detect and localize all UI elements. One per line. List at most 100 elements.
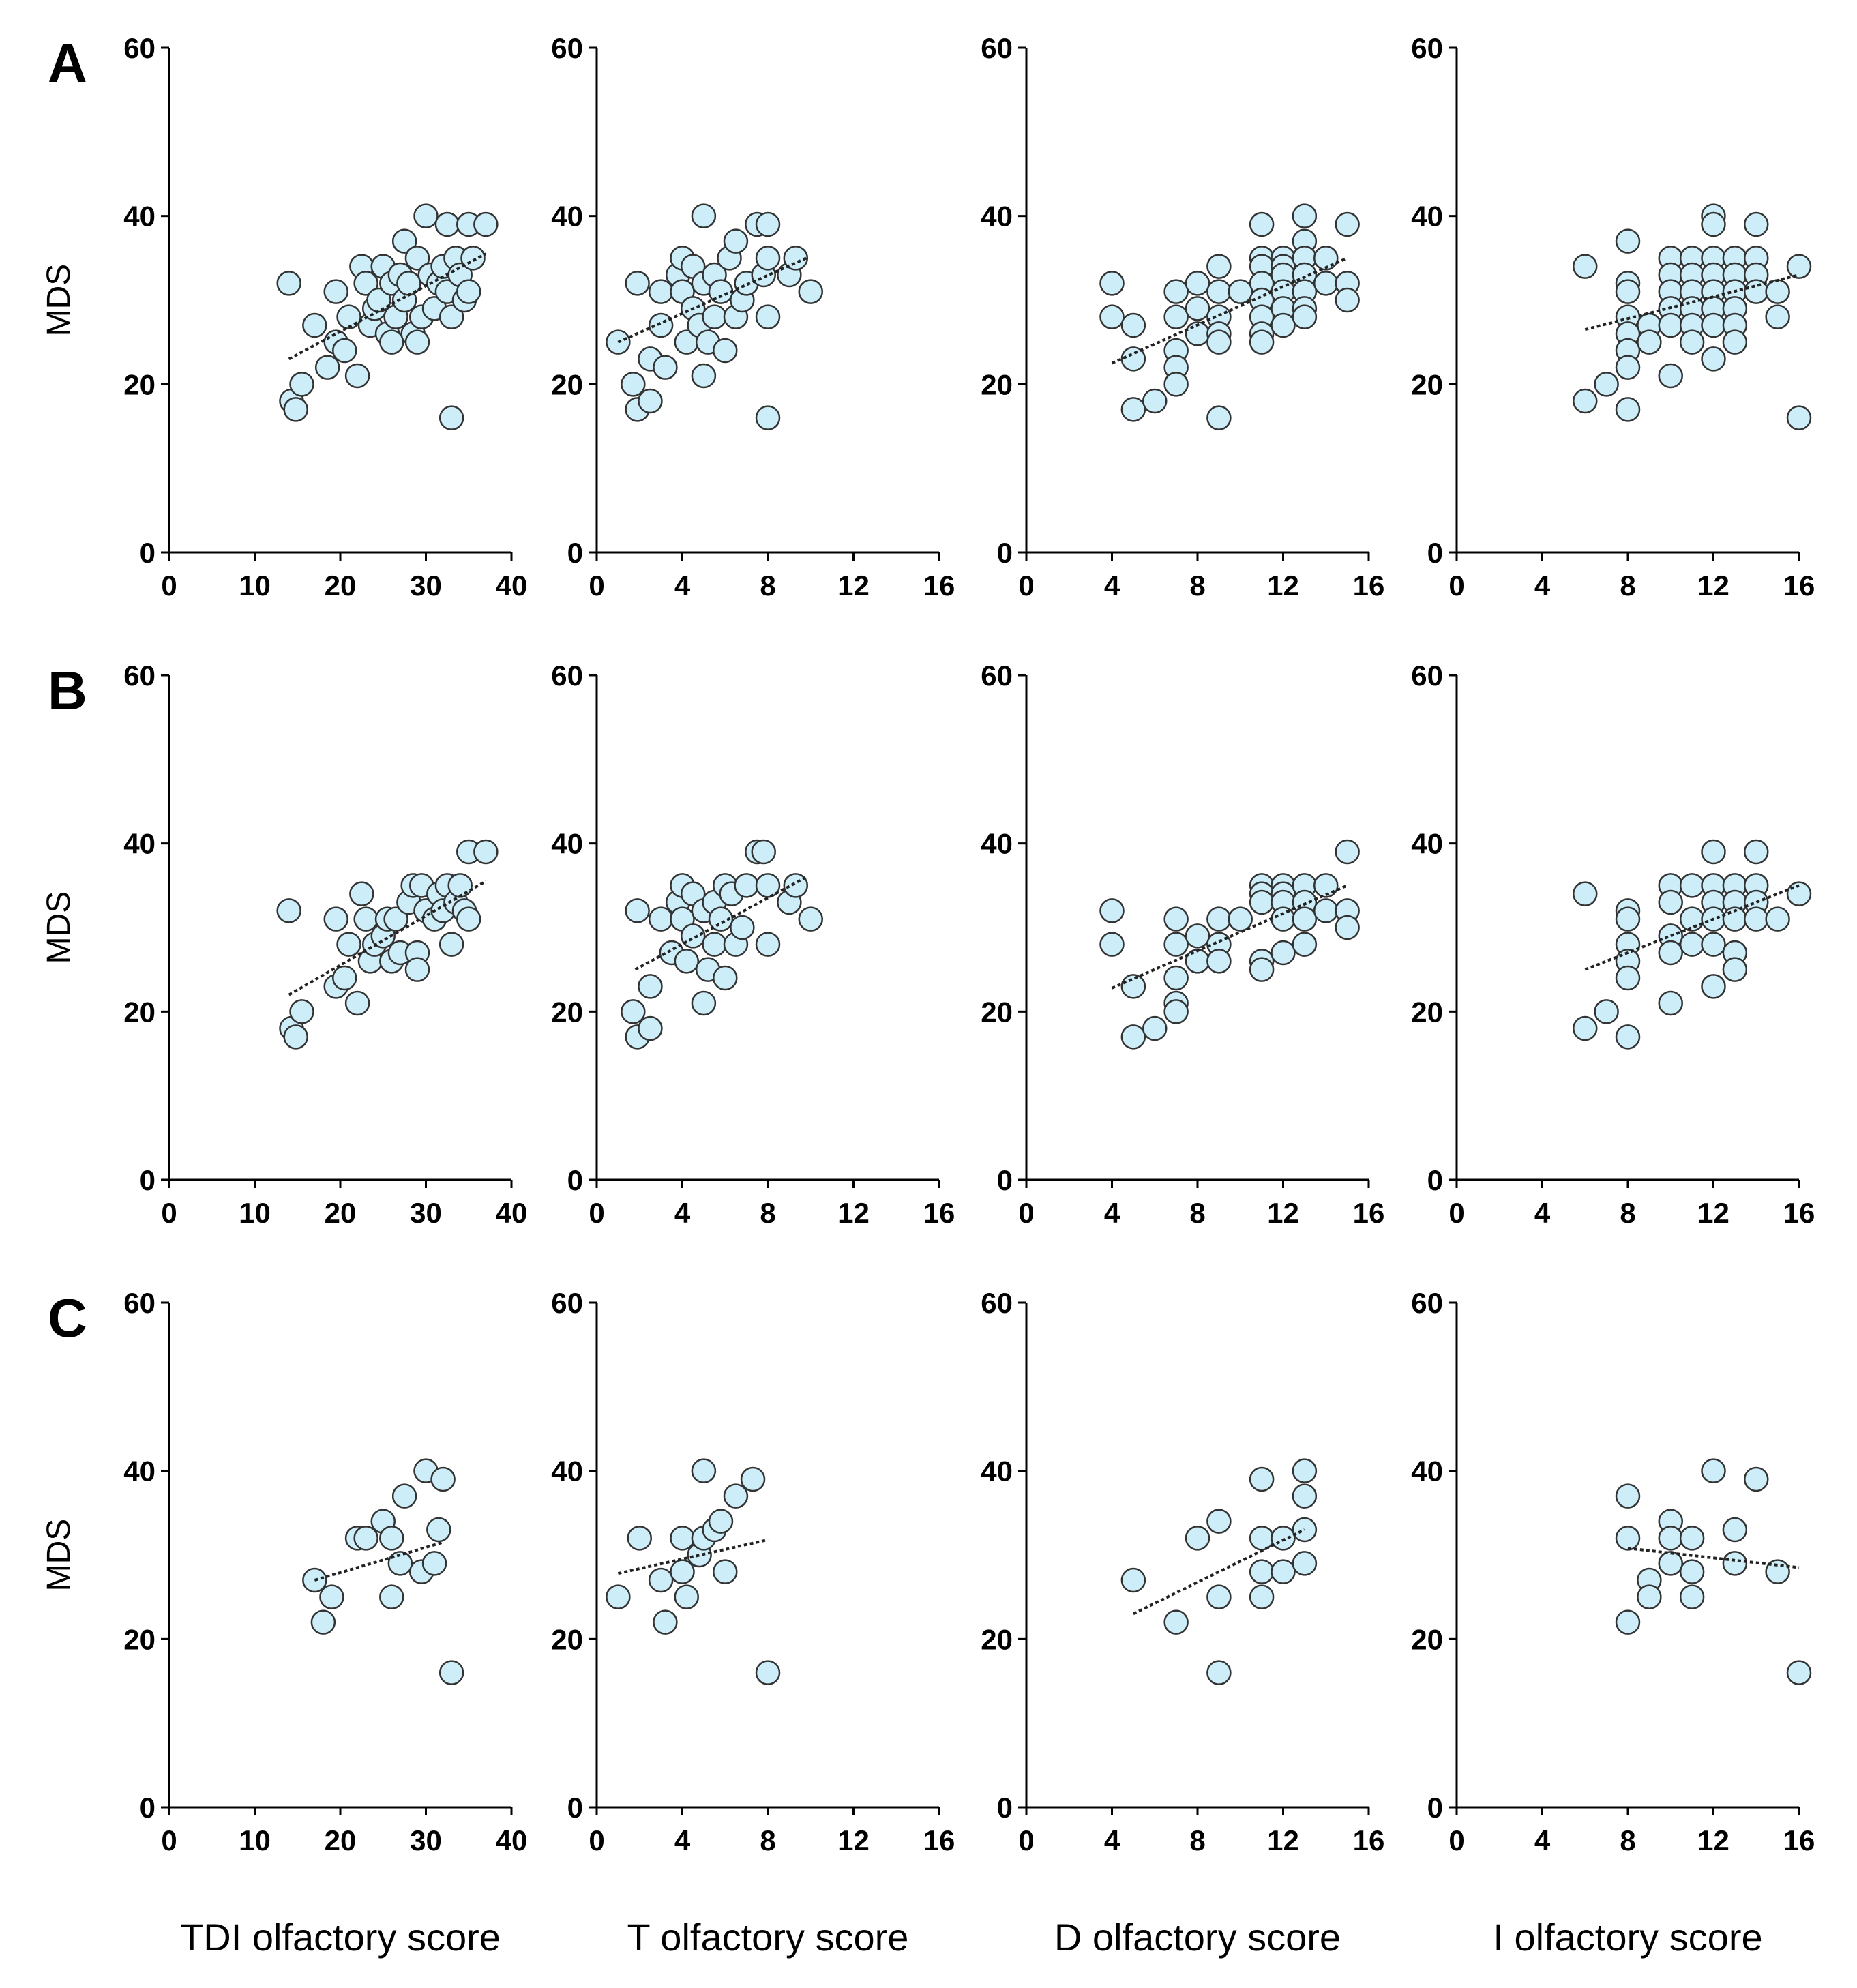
x-tick-label: 16: [1353, 1197, 1385, 1229]
data-point-B1-9: [349, 881, 374, 906]
x-tick-label: 10: [239, 1197, 271, 1229]
data-point-C3-11: [1271, 1559, 1296, 1584]
y-tick-label: 20: [1411, 1623, 1443, 1655]
x-tick-label: 0: [161, 1824, 177, 1856]
data-point-A3-6: [1163, 279, 1189, 304]
y-tick-label: 40: [1411, 201, 1443, 233]
x-axis-label: I olfactory score: [1493, 1916, 1762, 1959]
y-tick-label: 60: [551, 659, 583, 692]
data-point-C4-2: [1615, 1609, 1641, 1635]
y-tick-label: 40: [551, 1455, 583, 1487]
x-tick-label: 4: [1534, 1197, 1551, 1229]
x-tick-label: 30: [410, 1824, 442, 1856]
y-tick-label: 20: [123, 996, 155, 1028]
data-point-A3-15: [1206, 279, 1232, 304]
y-tick-label: 0: [567, 1792, 583, 1824]
y-tick-label: 60: [1411, 659, 1443, 692]
data-point-C4-11: [1701, 1458, 1726, 1483]
data-point-A4-43: [1765, 279, 1790, 304]
data-point-B4-22: [1701, 974, 1726, 999]
x-tick-label: 8: [760, 1197, 775, 1229]
data-point-B3-4: [1142, 1015, 1168, 1041]
data-point-C3-8: [1249, 1559, 1275, 1584]
data-point-C4-13: [1722, 1551, 1748, 1576]
data-point-B4-27: [1722, 957, 1748, 982]
y-tick-label: 20: [981, 1623, 1013, 1655]
x-tick-label: 30: [410, 569, 442, 602]
data-point-A3-34: [1271, 312, 1296, 338]
data-point-C1-13: [426, 1517, 451, 1543]
y-tick-label: 60: [123, 1287, 155, 1319]
data-point-A4-39: [1744, 211, 1769, 237]
x-tick-label: 8: [1189, 1824, 1205, 1856]
data-point-A1-8: [332, 338, 357, 364]
data-point-B4-15: [1679, 906, 1705, 932]
data-point-B1-2: [283, 1024, 308, 1050]
data-point-B1-33: [456, 906, 481, 932]
y-tick-label: 20: [981, 368, 1013, 400]
data-point-A2-31: [755, 405, 781, 430]
data-point-B4-2: [1594, 999, 1619, 1024]
y-tick-label: 0: [1427, 1164, 1443, 1196]
data-point-A2-21: [702, 304, 727, 329]
data-point-A4-17: [1658, 312, 1683, 338]
data-point-B3-14: [1206, 949, 1232, 974]
x-tick-label: 20: [325, 1197, 357, 1229]
y-tick-label: 0: [567, 1164, 583, 1196]
data-point-B2-28: [755, 873, 781, 898]
data-point-C4-12: [1722, 1517, 1748, 1543]
data-point-A2-4: [638, 388, 663, 414]
data-point-A1-44: [473, 211, 499, 237]
y-tick-label: 60: [1411, 32, 1443, 64]
data-point-A3-1: [1099, 304, 1125, 329]
data-point-B4-32: [1765, 906, 1790, 932]
x-tick-label: 0: [161, 569, 177, 602]
x-tick-label: 12: [1267, 1824, 1299, 1856]
data-point-A4-44: [1765, 304, 1790, 329]
data-point-C1-15: [439, 1660, 464, 1685]
data-point-A3-20: [1228, 279, 1253, 304]
data-point-A2-7: [653, 355, 678, 380]
data-point-C4-9: [1679, 1559, 1705, 1584]
x-tick-label: 0: [1018, 1197, 1034, 1229]
data-point-B4-10: [1658, 889, 1683, 915]
data-point-A1-37: [439, 304, 464, 329]
data-point-A4-38: [1722, 329, 1748, 355]
data-point-B1-4: [323, 906, 348, 932]
data-point-A2-22: [708, 279, 734, 304]
x-tick-label: 8: [1620, 1824, 1635, 1856]
data-point-B3-15: [1228, 906, 1253, 932]
data-point-A3-13: [1185, 296, 1210, 321]
data-point-A4-32: [1701, 346, 1726, 372]
y-tick-label: 0: [140, 537, 155, 569]
data-point-B1-10: [353, 906, 378, 932]
data-point-A1-27: [404, 329, 430, 355]
data-point-B3-31: [1313, 898, 1339, 923]
x-axis-label: T olfactory score: [627, 1916, 909, 1959]
data-point-B3-20: [1249, 957, 1275, 982]
data-point-C1-2: [319, 1584, 344, 1609]
data-point-C4-8: [1679, 1526, 1705, 1551]
data-point-A4-12: [1637, 329, 1662, 355]
data-point-A4-3: [1615, 228, 1641, 254]
data-point-C3-10: [1271, 1526, 1296, 1551]
data-point-C4-6: [1658, 1526, 1683, 1551]
data-point-C2-2: [648, 1567, 674, 1593]
data-point-C4-16: [1786, 1660, 1812, 1685]
data-point-A1-7: [323, 279, 348, 304]
data-point-C4-10: [1679, 1584, 1705, 1609]
data-point-A1-29: [413, 203, 439, 228]
x-tick-label: 4: [1104, 569, 1120, 602]
y-tick-label: 40: [123, 828, 155, 860]
data-point-B4-0: [1573, 881, 1598, 906]
data-point-B2-2: [625, 898, 650, 923]
data-point-A1-35: [434, 211, 460, 237]
y-tick-label: 20: [551, 996, 583, 1028]
data-point-A3-11: [1185, 271, 1210, 296]
trend-line-B4: [1584, 884, 1800, 971]
data-point-C3-15: [1292, 1551, 1318, 1576]
data-point-B1-30: [447, 873, 473, 898]
x-axis-label: TDI olfactory score: [180, 1916, 501, 1959]
y-tick-label: 0: [140, 1164, 155, 1196]
